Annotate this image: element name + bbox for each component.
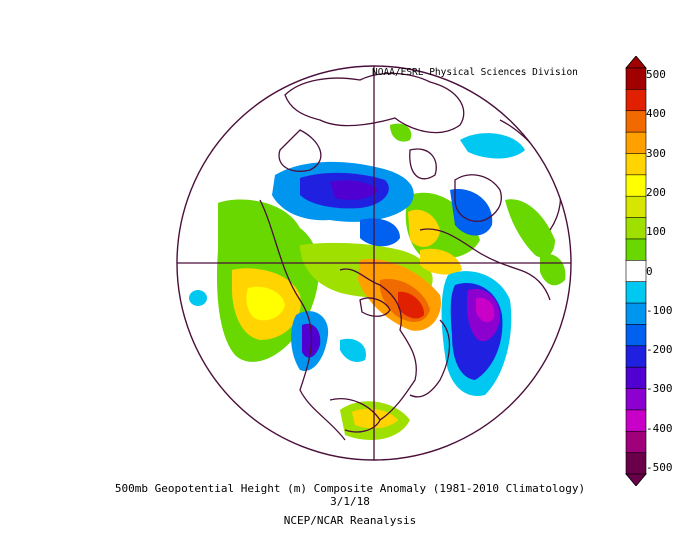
caption-title: 500mb Geopotential Height (m) Composite …: [114, 482, 586, 495]
colorbar-label: 400: [646, 107, 666, 121]
colorbar-swatch: [625, 452, 647, 475]
colorbar-swatch: [625, 366, 647, 390]
colorbar: [625, 56, 647, 486]
colorbar-label: -200: [646, 343, 673, 357]
colorbar-swatch: [625, 260, 647, 283]
colorbar-swatch: [625, 324, 647, 347]
coastlines: [259, 72, 562, 441]
colorbar-label: -100: [646, 303, 673, 317]
colorbar-swatch: [625, 281, 647, 304]
colorbar-swatch: [625, 217, 647, 240]
caption-date: 3/1/18: [330, 495, 370, 508]
colorbar-swatch: [625, 302, 647, 326]
isolated-anomaly: [189, 290, 207, 306]
colorbar-swatch: [625, 89, 647, 112]
colorbar-swatch: [625, 110, 647, 133]
colorbar-label: -400: [646, 421, 673, 435]
colorbar-label: 100: [646, 225, 666, 239]
colorbar-label: 500: [646, 68, 666, 81]
colorbar-swatch: [625, 174, 647, 197]
colorbar-swatch: [625, 238, 647, 261]
colorbar-top-arrow: [625, 56, 647, 69]
credit-text: NOAA/ESRL Physical Sciences Division: [372, 67, 578, 78]
colorbar-swatch: [625, 409, 647, 432]
colorbar-swatch: [625, 131, 647, 155]
colorbar-swatch: [625, 67, 647, 90]
colorbar-label: 300: [646, 146, 666, 160]
colorbar-label: 200: [646, 185, 666, 199]
caption-source: NCEP/NCAR Reanalysis: [283, 514, 417, 527]
colorbar-label: 0: [646, 264, 653, 278]
anomaly-field: [216, 123, 566, 440]
colorbar-swatch: [625, 345, 647, 368]
colorbar-label: -300: [646, 382, 673, 396]
colorbar-swatch: [625, 430, 647, 454]
colorbar-bottom-arrow: [625, 473, 647, 486]
colorbar-swatch: [625, 195, 647, 219]
colorbar-label: -500: [646, 461, 673, 474]
colorbar-swatch: [625, 153, 647, 176]
colorbar-swatch: [625, 388, 647, 411]
